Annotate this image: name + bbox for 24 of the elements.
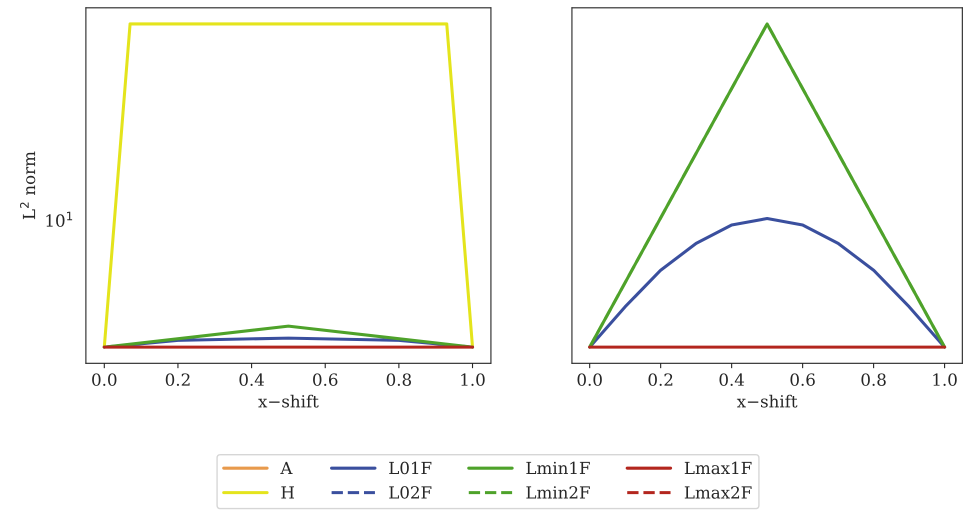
legend-label: Lmin1F bbox=[526, 462, 590, 474]
text: 10$^{1}$ bbox=[46, 212, 72, 227]
x-tick-label: 0.2 bbox=[166, 373, 190, 386]
x-tick-label: 0.6 bbox=[790, 373, 815, 386]
legend-label: L01F bbox=[389, 462, 432, 474]
legend-label: Lmax2F bbox=[684, 486, 752, 499]
x-tick-label: 0.2 bbox=[648, 373, 672, 386]
legend-label: Lmax1F bbox=[684, 462, 752, 474]
x-tick-label: 0.8 bbox=[861, 373, 886, 386]
x-tick-label: 0.4 bbox=[239, 373, 264, 386]
legend-label: L02F bbox=[389, 486, 432, 499]
legend-label: A bbox=[280, 462, 293, 474]
x-tick-label: 0.0 bbox=[578, 373, 602, 386]
x-axis-title: x−shift bbox=[736, 394, 798, 408]
x-tick-label: 0.4 bbox=[719, 373, 744, 386]
legend-label: H bbox=[281, 486, 294, 498]
x-tick-label: 1.0 bbox=[933, 373, 957, 386]
x-tick-label: 0.0 bbox=[92, 373, 116, 386]
y-axis-title: L$^{2}$ norm bbox=[20, 152, 36, 220]
x-tick-label: 1.0 bbox=[461, 373, 485, 386]
x-tick-label: 0.6 bbox=[313, 373, 338, 386]
x-tick-label: 0.8 bbox=[386, 373, 412, 386]
x-axis-title: x−shift bbox=[258, 394, 319, 408]
legend-label: Lmin2F bbox=[526, 486, 590, 498]
